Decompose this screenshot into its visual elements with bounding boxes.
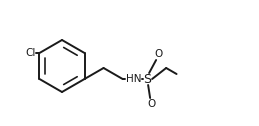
Text: O: O [155, 49, 163, 59]
Text: O: O [147, 99, 155, 109]
Text: Cl: Cl [25, 48, 35, 58]
Text: HN: HN [126, 74, 141, 84]
Text: S: S [143, 72, 151, 86]
